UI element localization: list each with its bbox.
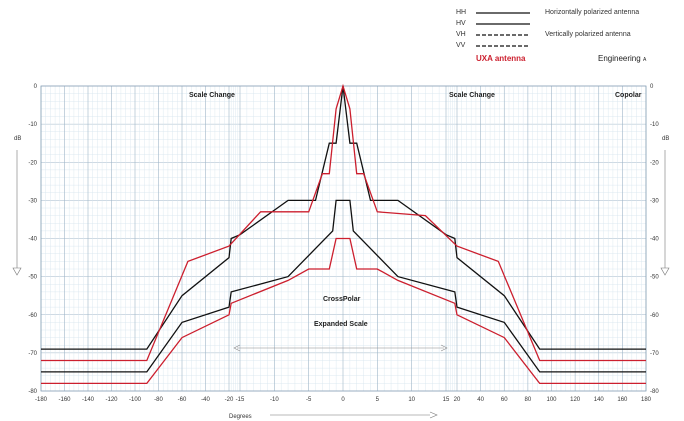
y-tick-label-right: -30 — [650, 198, 659, 204]
legend-desc-vertical: Vertically polarized antenna — [545, 31, 631, 38]
series-line-2 — [41, 83, 646, 362]
y-tick-label-left: 0 — [34, 84, 38, 90]
y-tick-label-left: -70 — [28, 351, 37, 357]
annotation-crosspolar: CrossPolar — [323, 296, 361, 303]
legend-code-vv: VV — [456, 42, 466, 49]
expanded-scale-arrow-left-icon — [233, 344, 241, 352]
x-tick-label: 20 — [454, 397, 461, 403]
x-axis-arrow-head-icon — [429, 411, 438, 419]
y-tick-label-left: -80 — [28, 389, 37, 395]
y-tick-label-right: -10 — [650, 122, 659, 128]
y-tick-label-left: -30 — [28, 198, 37, 204]
legend: HH HV VH VV Horizontally polarized anten… — [456, 9, 647, 63]
annotation-copolar: Copolar — [615, 92, 642, 99]
x-tick-label: 80 — [525, 397, 532, 403]
x-tick-label: -80 — [154, 397, 163, 403]
series-layer — [41, 83, 646, 385]
x-axis-label: Degrees — [229, 414, 252, 420]
y-tick-label-right: -60 — [650, 313, 659, 319]
x-tick-label: -60 — [178, 397, 187, 403]
x-tick-label: 180 — [641, 397, 652, 403]
plot-grid — [40, 85, 647, 392]
y-tick-label-right: -70 — [650, 351, 659, 357]
y-tick-label-left: -20 — [28, 160, 37, 166]
y-tick-label-left: -50 — [28, 275, 37, 281]
series-line-3 — [41, 199, 646, 373]
x-tick-label: -5 — [306, 397, 312, 403]
legend-desc-horizontal: Horizontally polarized antenna — [545, 9, 639, 16]
y-tick-label-right: -80 — [650, 389, 659, 395]
legend-code-vh: VH — [456, 31, 466, 38]
x-tick-label: 0 — [341, 397, 345, 403]
legend-code-hh: HH — [456, 9, 466, 16]
legend-engineering: Engineering — [598, 54, 641, 63]
x-tick-label: 40 — [477, 397, 484, 403]
x-tick-label: -140 — [82, 397, 95, 403]
x-tick-label: -160 — [58, 397, 71, 403]
y-axis-arrow-head-right-icon — [660, 267, 670, 276]
annotation-expanded-scale: Expanded Scale — [314, 321, 368, 328]
x-tick-label: 60 — [501, 397, 508, 403]
x-tick-label: 5 — [376, 397, 380, 403]
x-tick-label: -20 — [225, 397, 234, 403]
x-tick-label: 100 — [546, 397, 557, 403]
y-tick-label-right: -50 — [650, 275, 659, 281]
x-tick-label: 10 — [408, 397, 415, 403]
x-tick-label: 120 — [570, 397, 581, 403]
series-line-1 — [41, 85, 646, 350]
tick-labels: 0 0-10 -10-20 -20-30 -30-40 -40-50 -50-60 -60-7… — [28, 84, 659, 403]
y-tick-label-right: 0 — [650, 84, 654, 90]
y-axis-arrow-head-left-icon — [12, 267, 22, 276]
x-tick-label: -180 — [35, 397, 48, 403]
x-tick-label: -10 — [270, 397, 279, 403]
expanded-scale-arrow-right-icon — [440, 344, 448, 352]
annotation-scale-change-right: Scale Change — [449, 92, 495, 99]
x-tick-label: 140 — [594, 397, 605, 403]
x-tick-label: 160 — [617, 397, 628, 403]
x-tick-label: -100 — [129, 397, 142, 403]
y-tick-label-left: -60 — [28, 313, 37, 319]
x-tick-label: -120 — [105, 397, 118, 403]
x-tick-label: -40 — [201, 397, 210, 403]
series-line-4 — [41, 237, 646, 385]
legend-code-hv: HV — [456, 20, 466, 27]
y-tick-label-left: -10 — [28, 122, 37, 128]
x-tick-label: 15 — [443, 397, 450, 403]
legend-engineering-mark: A — [643, 57, 647, 63]
x-tick-label: -15 — [236, 397, 245, 403]
y-tick-label-right: -20 — [650, 160, 659, 166]
y-tick-label-right: -40 — [650, 237, 659, 243]
y-tick-label-left: -40 — [28, 237, 37, 243]
legend-product: UXA antenna — [476, 54, 526, 63]
y-axis-label-right: dB — [662, 136, 669, 142]
y-axis-label-left: dB — [14, 136, 21, 142]
annotation-scale-change-left: Scale Change — [189, 92, 235, 99]
